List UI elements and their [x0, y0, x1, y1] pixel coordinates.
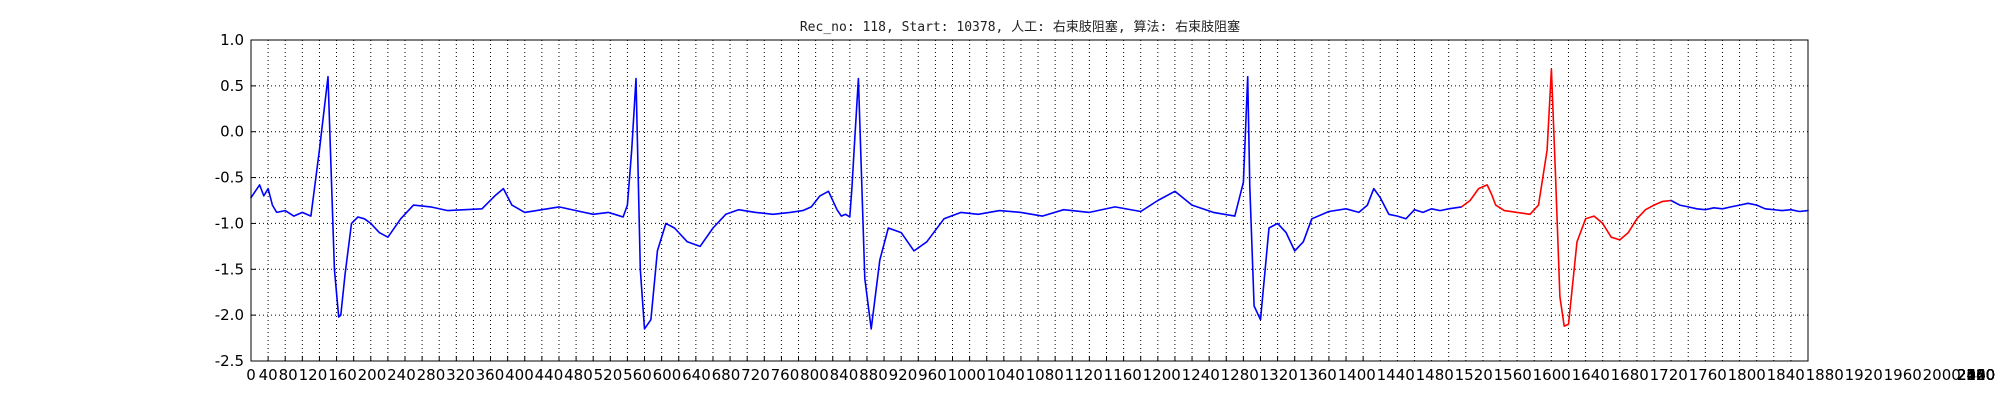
x-tick-label: 1320: [1260, 366, 1298, 384]
series-line-2: [1460, 68, 1672, 327]
y-axis: 1.0 0.5 0.0 -0.5 -1.0 -1.5 -2.0 -2.5: [215, 31, 256, 370]
x-tick-label: 1600: [1533, 366, 1571, 384]
x-axis: 0 40 80 120 160 200 240 280 320 360 400 440 480 520 56…: [246, 356, 1995, 384]
x-tick-label: 1160: [1104, 366, 1142, 384]
x-tick-label: 1560: [1494, 366, 1532, 384]
x-tick-label: 2040: [1957, 366, 1995, 384]
x-tick-label: 1120: [1065, 366, 1103, 384]
x-tick-label: 400: [505, 366, 534, 384]
x-tick-label: 280: [417, 366, 446, 384]
x-tick-label: 2320: [1957, 366, 1995, 384]
x-tick-label: 1200: [1143, 366, 1181, 384]
x-tick-label: 640: [682, 366, 711, 384]
x-tick-label: 320: [446, 366, 475, 384]
chart-title: Rec_no: 118, Start: 10378, 人工: 右束肢阻塞, 算法…: [800, 19, 1240, 35]
plot-frame: [250, 39, 1809, 362]
x-tick-label: 2360: [1957, 366, 1995, 384]
y-tick-label: 1.0: [220, 31, 244, 49]
x-tick-label: 80: [279, 366, 298, 384]
x-tick-label: 1680: [1611, 366, 1649, 384]
x-tick-label: 1640: [1572, 366, 1610, 384]
series-line-3: [1670, 199, 1809, 213]
x-tick-label: 1480: [1416, 366, 1454, 384]
x-tick-label: 920: [889, 366, 918, 384]
x-tick-label: 880: [859, 366, 888, 384]
series-group: [250, 68, 1809, 330]
x-tick-label: 2200: [1957, 366, 1995, 384]
x-tick-label: 2000: [1923, 366, 1961, 384]
y-tick-label: -1.5: [215, 260, 244, 278]
x-tick-label: 1000: [948, 366, 986, 384]
x-tick-label: 1720: [1650, 366, 1688, 384]
x-tick-label: 1520: [1455, 366, 1493, 384]
x-tick-label: 1960: [1884, 366, 1922, 384]
x-tick-label: 2480: [1957, 366, 1995, 384]
x-tick-label: 1760: [1689, 366, 1727, 384]
x-tick-label: 1040: [987, 366, 1025, 384]
x-tick-label: 2600: [1957, 366, 1995, 384]
x-tick-label: 2400: [1957, 366, 1995, 384]
x-tick-label: 0: [246, 366, 256, 384]
x-tick-label: 360: [476, 366, 505, 384]
x-tick-label: 2440: [1957, 366, 1995, 384]
x-tick-label: 1080: [1026, 366, 1064, 384]
y-tick-label: -2.5: [215, 352, 244, 370]
y-tick-label: 0.5: [220, 77, 244, 95]
x-tick-label: 1800: [1728, 366, 1766, 384]
x-tick-label: 2120: [1957, 366, 1995, 384]
x-tick-label: 800: [800, 366, 829, 384]
x-tick-label: 720: [741, 366, 770, 384]
y-tick-label: -1.0: [215, 214, 244, 232]
x-tick-label: 480: [564, 366, 593, 384]
x-tick-label: 760: [771, 366, 800, 384]
x-tick-label: 200: [358, 366, 387, 384]
x-tick-label: 2080: [1957, 366, 1995, 384]
x-tick-label: 1240: [1182, 366, 1220, 384]
y-tick-label: 0.0: [220, 123, 244, 141]
x-tick-label: 1440: [1377, 366, 1415, 384]
y-tick-label: -2.0: [215, 306, 244, 324]
x-tick-label: 2240: [1957, 366, 1995, 384]
x-tick-label: 680: [712, 366, 741, 384]
x-tick-label: 1880: [1806, 366, 1844, 384]
x-tick-label: 560: [623, 366, 652, 384]
x-tick-label: 40: [259, 366, 278, 384]
x-tick-label: 2280: [1957, 366, 1995, 384]
x-tick-label: 600: [653, 366, 682, 384]
x-tick-label: 440: [535, 366, 564, 384]
grid: [251, 40, 1808, 361]
x-tick-label: 2160: [1957, 366, 1995, 384]
x-tick-label: 240: [387, 366, 416, 384]
y-tick-label: -0.5: [215, 169, 244, 187]
x-tick-label: 1360: [1299, 366, 1337, 384]
x-tick-label: 840: [830, 366, 859, 384]
x-tick-label: 960: [918, 366, 947, 384]
x-tick-label: 520: [594, 366, 623, 384]
x-tick-label: 1840: [1767, 366, 1805, 384]
x-tick-label: 160: [328, 366, 357, 384]
x-tick-label: 2560: [1957, 366, 1995, 384]
x-tick-label: 2520: [1957, 366, 1995, 384]
x-tick-label: 1400: [1338, 366, 1376, 384]
series-line-0: [250, 75, 1236, 330]
x-tick-label: 1280: [1221, 366, 1259, 384]
series-line-1: [1234, 75, 1463, 321]
x-tick-label: 120: [299, 366, 328, 384]
x-tick-label: 1920: [1845, 366, 1883, 384]
